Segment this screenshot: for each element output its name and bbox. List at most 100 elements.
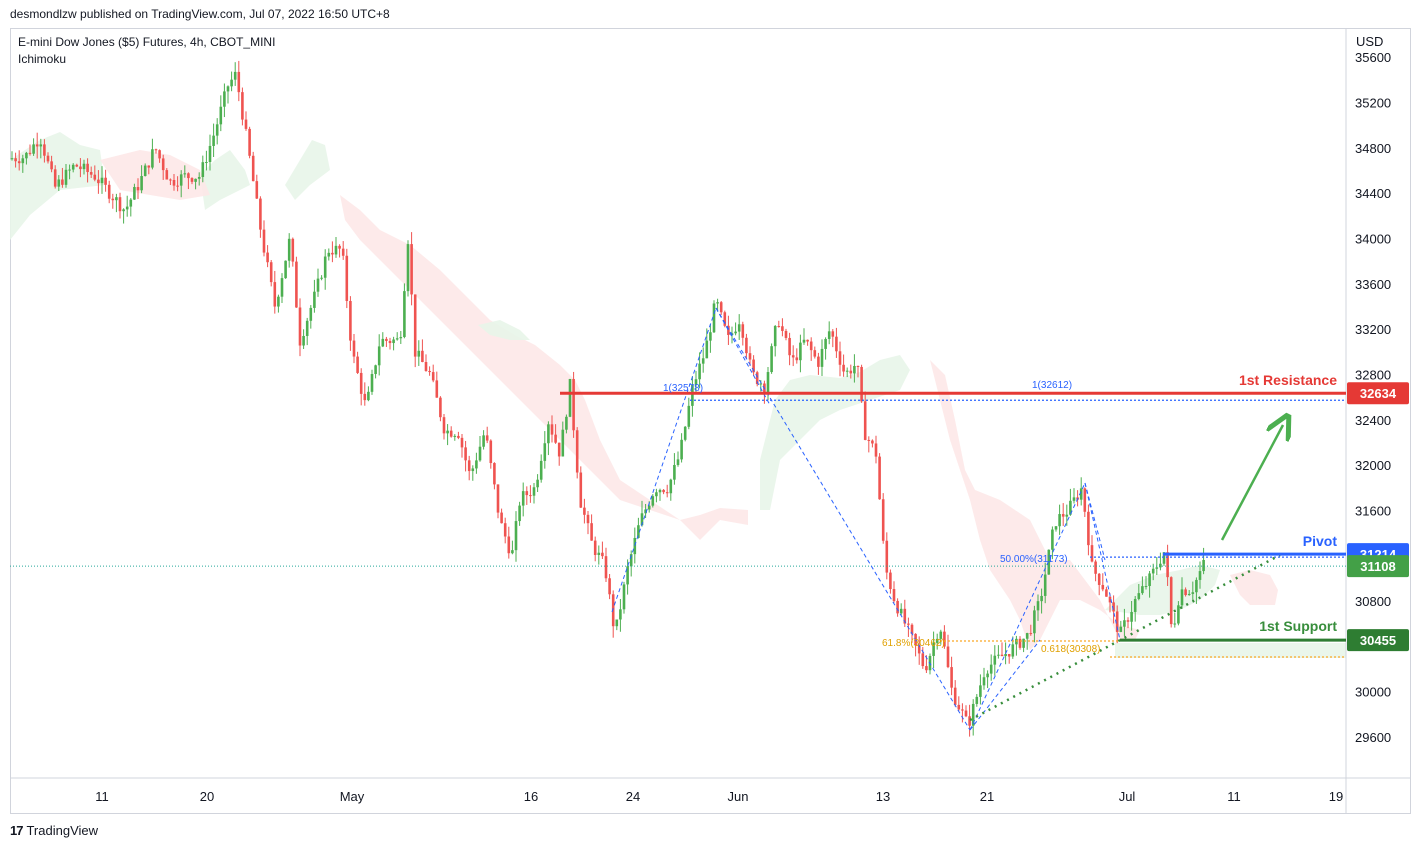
candle (676, 459, 680, 465)
price-label-value: 32634 (1360, 386, 1397, 401)
candle (370, 374, 374, 392)
candle (345, 255, 349, 301)
candle (1162, 552, 1166, 564)
indicator-name[interactable]: Ichimoku (18, 52, 67, 66)
candle (860, 366, 863, 402)
candle (313, 291, 316, 308)
ichimoku-cloud (1105, 565, 1220, 615)
candle (881, 499, 885, 541)
candle (935, 638, 939, 643)
candle (1004, 654, 1007, 657)
candle (1155, 567, 1159, 569)
ascending-trendline (969, 553, 1281, 722)
candle (1144, 586, 1148, 588)
candle (845, 370, 849, 372)
candle (1083, 488, 1087, 512)
candle (899, 608, 903, 614)
candle (655, 492, 658, 497)
tradingview-footer[interactable]: 17 TradingView (10, 823, 98, 838)
candle (71, 164, 75, 170)
candle (1184, 589, 1187, 596)
fib-annotation: 61.8%(30462) (882, 638, 945, 649)
candle (377, 346, 381, 366)
candle (579, 472, 583, 508)
candle (831, 331, 835, 337)
candle (86, 163, 89, 173)
ichimoku-cloud (1115, 643, 1346, 658)
candle (557, 442, 561, 457)
candle (1141, 586, 1144, 594)
time-tick: 13 (876, 789, 890, 804)
candle (79, 166, 82, 170)
candle (334, 245, 338, 255)
candle (457, 435, 460, 438)
candle (449, 430, 453, 437)
support-label: 1st Support (1259, 618, 1337, 634)
candle (611, 594, 615, 627)
candle (287, 238, 291, 261)
candle (683, 426, 687, 440)
candle (115, 197, 118, 201)
price-tick: 32000 (1355, 458, 1391, 473)
candle (64, 169, 68, 185)
candle (979, 685, 982, 697)
price-tick: 32400 (1355, 413, 1391, 428)
currency-label: USD (1356, 34, 1384, 49)
candle (57, 179, 61, 187)
candle (583, 507, 586, 515)
candle (993, 655, 997, 665)
ichimoku-cloud (200, 150, 250, 210)
candle (950, 667, 953, 688)
candle (957, 704, 961, 710)
candle (244, 119, 248, 129)
candle (359, 372, 363, 394)
candle (1047, 549, 1051, 575)
candle (464, 447, 467, 461)
candle (536, 479, 539, 488)
candle (161, 158, 165, 171)
candle (997, 654, 1000, 656)
candle (824, 338, 827, 349)
price-label-value: 31108 (1360, 559, 1395, 574)
candle (179, 174, 183, 186)
ichimoku-cloud (285, 140, 330, 200)
candle (129, 199, 133, 207)
fib-annotation: 1(32578) (663, 383, 703, 394)
candle (104, 177, 107, 185)
candle (392, 339, 395, 344)
ichimoku-cloud (1230, 570, 1278, 605)
price-tick: 33200 (1355, 322, 1391, 337)
candle (975, 696, 979, 704)
candle (665, 492, 669, 494)
candle (770, 346, 773, 373)
candle (1119, 626, 1123, 632)
candle (601, 552, 604, 557)
candle (637, 525, 640, 538)
chart-frame (10, 28, 1411, 814)
candle (381, 338, 385, 347)
candle (1007, 654, 1011, 657)
candle (403, 291, 406, 338)
candle (226, 86, 230, 92)
candle (284, 260, 287, 279)
candle (1051, 529, 1054, 550)
candle (1137, 593, 1141, 599)
candle (233, 71, 237, 80)
candle (190, 178, 194, 182)
candle (435, 380, 439, 398)
candle (1198, 571, 1202, 580)
time-tick: Jul (1119, 789, 1136, 804)
candle (989, 664, 993, 674)
candle (759, 383, 763, 385)
tradingview-logo-icon: 17 (10, 823, 24, 838)
candle (82, 163, 86, 170)
candle (885, 540, 889, 573)
candle (849, 370, 853, 374)
candle (262, 229, 266, 253)
candle (431, 372, 435, 381)
candle (806, 339, 809, 342)
candle (255, 181, 259, 199)
candle (154, 149, 158, 151)
candle (1177, 605, 1180, 624)
